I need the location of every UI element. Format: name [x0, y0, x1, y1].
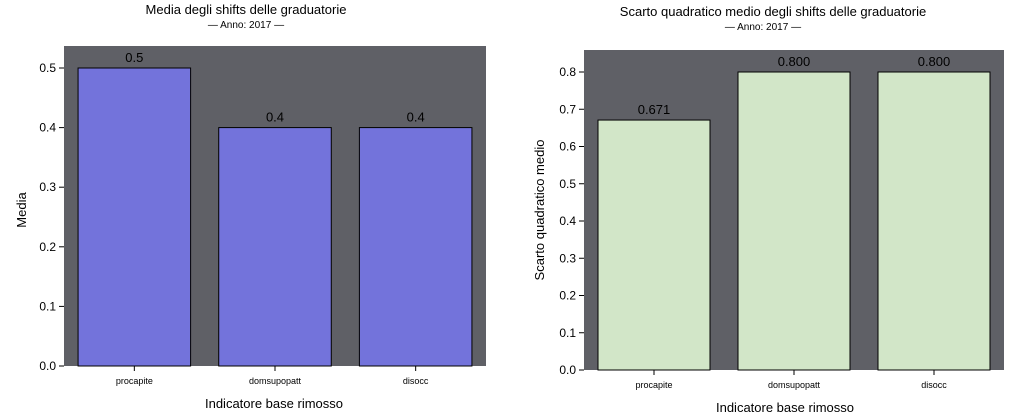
chart-2-y-axis-label: Scarto quadratico medio	[532, 140, 547, 281]
chart-2-y-tick-label: 0.1	[559, 326, 576, 340]
chart-2-data-label: 0.800	[918, 54, 951, 69]
chart-2-y-tick-label: 0.4	[559, 214, 576, 228]
chart-1-y-tick-label: 0.2	[39, 240, 56, 254]
chart-2-x-axis-label: Indicatore base rimosso	[716, 400, 854, 415]
chart-1-y-tick-label: 0.4	[39, 121, 56, 135]
chart-2-title: Scarto quadratico medio degli shifts del…	[620, 4, 926, 19]
chart-1-data-label: 0.5	[125, 50, 143, 65]
chart-2-data-label: 0.671	[638, 102, 671, 117]
chart-1-bar	[77, 67, 192, 367]
chart-2-y-tick-label: 0.7	[559, 102, 576, 116]
chart-1-title: Media degli shifts delle graduatorie	[146, 2, 347, 17]
chart-2-x-tick-label: disocc	[921, 380, 947, 390]
chart-2-x-tick-label: domsupopatt	[768, 380, 821, 390]
chart-1-data-label: 0.4	[266, 110, 284, 125]
chart-1-data-label: 0.4	[407, 110, 425, 125]
chart-1-y-tick-label: 0.1	[39, 299, 56, 313]
chart-2-y-tick-label: 0.6	[559, 140, 576, 154]
chart-1-y-axis-label: Media	[14, 192, 29, 228]
chart-1-x-tick-label: domsupopatt	[249, 376, 302, 386]
chart-2-subtitle: — Anno: 2017 —	[725, 22, 801, 33]
chart-1-y-tick-label: 0.3	[39, 180, 56, 194]
chart-2-y-tick-label: 0.3	[559, 251, 576, 265]
chart-2-bar	[877, 71, 991, 371]
chart-2-y-tick-label: 0.2	[559, 289, 576, 303]
chart-2-y-tick-label: 0.5	[559, 177, 576, 191]
chart-2-y-tick-label: 0.8	[559, 65, 576, 79]
chart-2-bar	[597, 119, 711, 371]
chart-1-y-tick-label: 0.0	[39, 359, 56, 373]
chart-1-y-tick-label: 0.5	[39, 61, 56, 75]
chart-layer: 0.0 0.1 0.2 0.3 0.4 0.5 0.5 procapite 0.4 domsupo…	[39, 46, 1004, 390]
chart-1-bar	[358, 127, 473, 367]
chart-1-x-axis-label: Indicatore base rimosso	[205, 396, 343, 411]
chart-1-x-tick-label: procapite	[116, 376, 153, 386]
chart-1-subtitle: — Anno: 2017 —	[208, 20, 284, 31]
chart-2-bar	[737, 71, 851, 371]
chart-2-data-label: 0.800	[778, 54, 811, 69]
chart-2-y-tick-label: 0.0	[559, 363, 576, 377]
chart-2-x-tick-label: procapite	[635, 380, 672, 390]
chart-1-x-tick-label: disocc	[403, 376, 429, 386]
chart-1-bar	[218, 127, 332, 367]
